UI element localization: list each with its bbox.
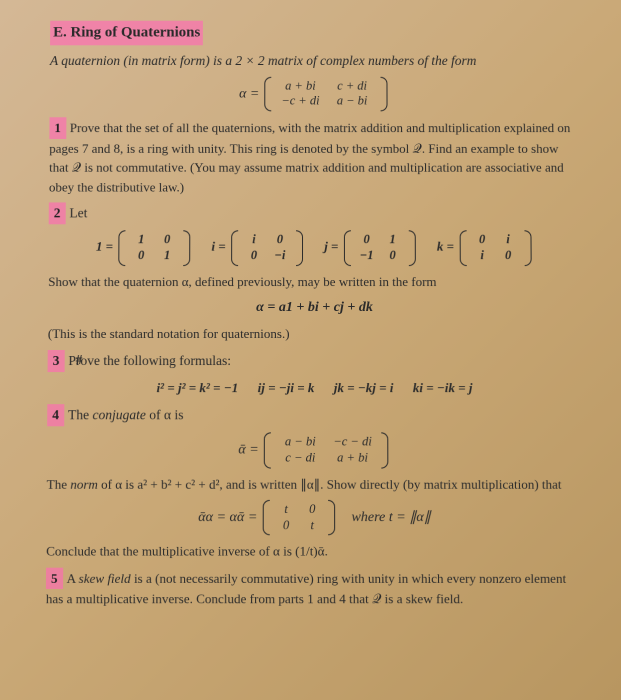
p3-lead: Prove the following formulas: <box>68 353 231 368</box>
p2-note: (This is the standard notation for quate… <box>48 324 581 344</box>
mat-k: 0i i0 <box>459 231 531 266</box>
mat-i: i0 0−i <box>231 231 303 266</box>
mat-1: 10 01 <box>118 231 190 266</box>
p1-num: 1 <box>49 117 66 138</box>
m-r2c1: −c + di <box>275 94 327 109</box>
conj-matrix: a − bi−c − di c − dia + bi <box>264 433 389 469</box>
prod-lhs: ᾱα = αᾱ = <box>198 510 257 525</box>
lbl-i: i = <box>211 239 225 254</box>
m-r1c1: a + bi <box>275 79 327 94</box>
p1-text: Prove that the set of all the quaternion… <box>49 120 570 194</box>
p4-num: 4 <box>47 404 64 426</box>
lbl-1: 1 = <box>96 239 113 254</box>
p3-num: 3 <box>48 350 65 372</box>
f3: jk = −kj = i <box>334 378 394 398</box>
f2: ij = −ji = k <box>258 378 315 398</box>
m-r1c2: c + di <box>326 79 378 94</box>
section-title: E. Ring of Quaternions <box>50 21 203 45</box>
p2-num: 2 <box>49 202 66 224</box>
basis-matrices: 1 = 10 01 i = i0 0−i j = 01 −10 k = 0i i… <box>48 231 580 266</box>
p4-conclude: Conclude that the multiplicative inverse… <box>46 542 583 562</box>
p5-num: 5 <box>46 567 63 589</box>
lbl-j: j = <box>324 239 338 254</box>
alpha-matrix: a + bic + di −c + dia − bi <box>265 77 388 112</box>
problem-5: 5A skew field is a (not necessarily comm… <box>46 567 584 609</box>
m-r2c2: a − bi <box>326 94 378 109</box>
mat-j: 01 −10 <box>344 231 416 266</box>
p2-after: Show that the quaternion α, defined prev… <box>48 272 581 291</box>
hash-mark: # <box>76 350 83 370</box>
f4: ki = −ik = j <box>413 378 473 398</box>
intro-span: A quaternion (in matrix form) is a 2 × 2… <box>50 53 476 68</box>
problem-2: 2Let <box>49 202 581 224</box>
norm-text: The norm of α is a² + b² + c² + d², and … <box>47 474 583 494</box>
alpha-definition: α = a + bic + di −c + dia − bi <box>50 77 580 112</box>
alpha-form: α = a1 + bi + cj + dk <box>48 297 581 318</box>
where-clause: where t = ∥α∥ <box>351 510 430 525</box>
product-def: ᾱα = αᾱ = t0 0t where t = ∥α∥ <box>46 500 582 536</box>
p2-lead: Let <box>69 205 87 220</box>
conj-lhs: ᾱ = <box>238 442 258 457</box>
alpha-lhs: α = <box>239 86 259 101</box>
intro-text: A quaternion (in matrix form) is a 2 × 2… <box>50 51 579 71</box>
problem-4: 4The conjugate of α is <box>47 404 582 426</box>
p3-formulas: i² = j² = k² = −1 ij = −ji = k jk = −kj … <box>47 378 581 398</box>
conjugate-def: ᾱ = a − bi−c − di c − dia + bi <box>47 433 582 469</box>
problem-1: 1Prove that the set of all the quaternio… <box>49 117 580 196</box>
lbl-k: k = <box>437 239 454 254</box>
f1: i² = j² = k² = −1 <box>156 378 238 398</box>
prod-matrix: t0 0t <box>263 500 335 536</box>
problem-3: # 3Prove the following formulas: <box>48 350 582 372</box>
